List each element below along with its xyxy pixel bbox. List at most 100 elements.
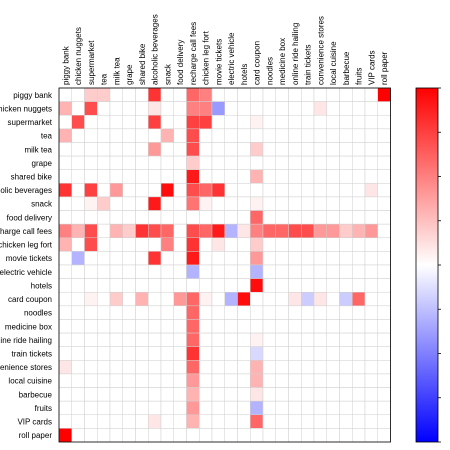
heatmap-cell-noodles-piggy-bank [58,305,72,320]
heatmap-cell-chicken-leg-fort-tea [97,237,111,252]
heatmap-cell-vip-cards-shared-bike [135,414,149,429]
heatmap-cell-fruits-alcoholic-beverages [148,400,162,416]
heatmap-cell-alcoholic-beverages-hotels [237,183,251,198]
heatmap-cell-card-coupon-food-delivery [173,291,187,307]
heatmap-cell-piggy-bank-vip-cards [364,87,378,102]
heatmap-cell-milk-tea-piggy-bank [58,142,72,157]
heatmap-cell-food-delivery-card-coupon [250,210,264,225]
heatmap-cell-local-cuisine-local-cuisine [326,373,340,388]
heatmap-cell-vip-cards-local-cuisine [326,414,340,429]
heatmap-cell-chicken-leg-fort-noodles [262,237,276,252]
heatmap-cell-chicken-leg-fort-chicken-leg-fort [199,237,213,252]
heatmap-cell-card-coupon-tea [97,291,111,307]
heatmap-cell-online-ride-hailing-alcoholic-beverages [148,332,162,347]
y-tick-label-snack: snack [31,200,53,209]
heatmap-cell-alcoholic-beverages-movie-tickets [211,183,225,198]
heatmap-cell-medicine-box-noodles [262,319,276,334]
heatmap-cell-fruits-supermarket [84,400,98,416]
heatmap-cell-local-cuisine-card-coupon [250,373,264,388]
heatmap-cell-barbecue-shared-bike [135,387,149,402]
heatmap-cell-card-coupon-movie-tickets [211,291,225,307]
heatmap-cell-convenience-stores-milk-tea [109,360,123,375]
heatmap-cell-alcoholic-beverages-electric-vehicle [224,183,238,198]
heatmap-cell-vip-cards-grape [122,414,136,429]
heatmap-cell-local-cuisine-vip-cards [364,373,378,388]
heatmap-cell-snack-piggy-bank [58,196,72,211]
heatmap-cell-chicken-nuggets-roll-paper [377,101,391,116]
heatmap-cell-food-delivery-snack [160,210,174,225]
heatmap-cell-medicine-box-tea [97,319,111,334]
heatmap-cell-grape-chicken-nuggets [71,155,85,170]
heatmap-cell-barbecue-movie-tickets [211,387,225,402]
heatmap-cell-local-cuisine-fruits [352,373,366,388]
heatmap-cell-train-tickets-recharge-call-fees [186,346,200,361]
heatmap-cell-medicine-box-chicken-leg-fort [199,319,213,334]
heatmap-cell-hotels-movie-tickets [211,278,225,293]
heatmap-cell-noodles-barbecue [339,305,353,320]
heatmap-cell-tea-shared-bike [135,128,149,143]
x-tick-label-milk-tea: milk tea [112,57,121,85]
heatmap-cell-chicken-nuggets-recharge-call-fees [186,101,200,116]
y-tick-label-train-tickets: train tickets [12,350,52,359]
y-tick-label-electric-vehicle: electric vehicle [0,268,53,277]
heatmap-cell-alcoholic-beverages-train-tickets [301,183,315,198]
heatmap-cell-card-coupon-piggy-bank [58,291,72,307]
heatmap-cell-recharge-call-fees-movie-tickets [211,223,225,239]
heatmap-cell-card-coupon-milk-tea [109,291,123,307]
heatmap-cell-milk-tea-chicken-nuggets [71,142,85,157]
heatmap-cell-convenience-stores-tea [97,360,111,375]
heatmap-cell-medicine-box-barbecue [339,319,353,334]
heatmap-cell-milk-tea-food-delivery [173,142,187,157]
heatmap-cell-card-coupon-supermarket [84,291,98,307]
heatmap-cell-noodles-snack [160,305,174,320]
heatmap-cell-medicine-box-train-tickets [301,319,315,334]
heatmap-cell-roll-paper-recharge-call-fees [186,428,200,443]
heatmap-cell-train-tickets-train-tickets [301,346,315,361]
heatmap-cell-fruits-milk-tea [109,400,123,416]
heatmap-cell-shared-bike-card-coupon [250,169,264,184]
heatmap-cell-piggy-bank-chicken-nuggets [71,87,85,102]
heatmap-cell-movie-tickets-noodles [262,251,276,266]
heatmap-cell-local-cuisine-chicken-nuggets [71,373,85,388]
heatmap-cell-medicine-box-electric-vehicle [224,319,238,334]
heatmap-cell-milk-tea-convenience-stores [313,142,327,157]
heatmap-cell-barbecue-snack [160,387,174,402]
heatmap-cell-card-coupon-noodles [262,291,276,307]
heatmap-cell-barbecue-milk-tea [109,387,123,402]
heatmap-cell-hotels-grape [122,278,136,293]
heatmap-cell-chicken-leg-fort-milk-tea [109,237,123,252]
heatmap-cell-online-ride-hailing-card-coupon [250,332,264,347]
x-tick-label-local-cuisine: local cuisine [329,41,338,85]
heatmap-cell-movie-tickets-electric-vehicle [224,251,238,266]
y-tick-label-milk-tea: milk tea [24,145,52,154]
heatmap-cell-local-cuisine-convenience-stores [313,373,327,388]
heatmap-cell-hotels-supermarket [84,278,98,293]
heatmap-cell-online-ride-hailing-noodles [262,332,276,347]
heatmap-cell-local-cuisine-shared-bike [135,373,149,388]
heatmap-cell-tea-convenience-stores [313,128,327,143]
heatmap-cell-food-delivery-supermarket [84,210,98,225]
heatmap-cell-local-cuisine-online-ride-hailing [288,373,302,388]
heatmap-cell-tea-local-cuisine [326,128,340,143]
heatmap-cell-piggy-bank-electric-vehicle [224,87,238,102]
heatmap-cell-piggy-bank-alcoholic-beverages [148,87,162,102]
heatmap-cell-chicken-nuggets-movie-tickets [211,101,225,116]
heatmap-cell-grape-local-cuisine [326,155,340,170]
heatmap-cell-tea-piggy-bank [58,128,72,143]
heatmap-cell-card-coupon-recharge-call-fees [186,291,200,307]
heatmap-cell-alcoholic-beverages-piggy-bank [58,183,72,198]
heatmap-cell-fruits-online-ride-hailing [288,400,302,416]
heatmap-cell-recharge-call-fees-roll-paper [377,223,391,239]
heatmap-cell-noodles-alcoholic-beverages [148,305,162,320]
heatmap-cell-chicken-leg-fort-supermarket [84,237,98,252]
heatmap-cell-piggy-bank-movie-tickets [211,87,225,102]
heatmap-cell-noodles-vip-cards [364,305,378,320]
heatmap-cell-local-cuisine-alcoholic-beverages [148,373,162,388]
heatmap-cell-milk-tea-alcoholic-beverages [148,142,162,157]
heatmap-cell-local-cuisine-piggy-bank [58,373,72,388]
heatmap-cell-supermarket-noodles [262,114,276,130]
heatmap-cell-electric-vehicle-roll-paper [377,264,391,279]
heatmap-cell-tea-snack [160,128,174,143]
heatmap-cell-chicken-nuggets-shared-bike [135,101,149,116]
